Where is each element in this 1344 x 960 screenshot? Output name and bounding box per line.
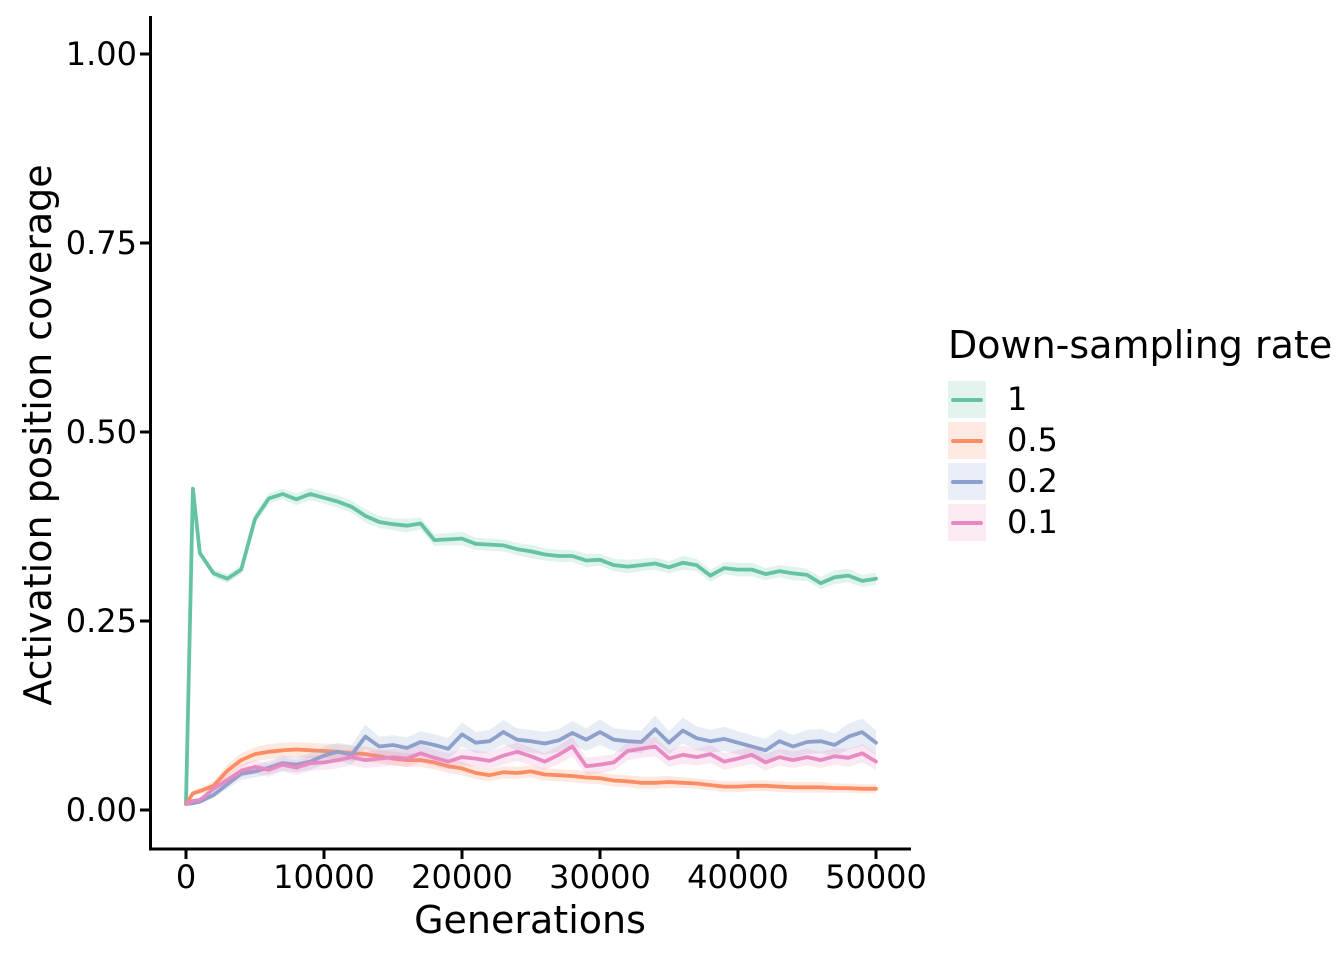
legend-key-swatch xyxy=(948,504,986,541)
legend-title: Down-sampling rate xyxy=(948,323,1333,367)
legend-key-line xyxy=(951,520,983,525)
legend-entry-label: 0.2 xyxy=(1007,462,1058,500)
y-tick-label: 0.50 xyxy=(65,413,137,451)
y-tick-label: 1.00 xyxy=(65,35,137,73)
x-tick-label: 30000 xyxy=(549,858,651,896)
legend-entry-label: 0.5 xyxy=(1007,421,1058,459)
series-line-1 xyxy=(184,486,878,805)
series-line-0.1 xyxy=(184,744,878,806)
legend-key-line xyxy=(951,479,983,484)
legend-key-swatch xyxy=(948,463,986,500)
y-tick-label: 0.75 xyxy=(65,224,137,262)
series-band-1 xyxy=(186,487,876,804)
x-tick-label: 0 xyxy=(175,858,197,896)
legend-entry-0.2: 0.2 xyxy=(948,463,1332,500)
legend-entries: 1 0.5 0.2 0.1 xyxy=(948,381,1332,541)
legend-entry-0.1: 0.1 xyxy=(948,504,1332,541)
y-tick-label: 0.25 xyxy=(65,602,137,640)
legend: Down-sampling rate 1 0.5 0.2 0.1 xyxy=(948,322,1332,541)
legend-entry-0.5: 0.5 xyxy=(948,422,1332,459)
legend-key-swatch xyxy=(948,381,986,418)
legend-key-line xyxy=(951,438,983,443)
legend-entry-label: 1 xyxy=(1007,380,1028,418)
series-line-0.5 xyxy=(184,747,878,806)
legend-entry-label: 0.1 xyxy=(1007,503,1058,541)
y-tick-label: 0.00 xyxy=(65,791,137,829)
legend-key-swatch xyxy=(948,422,986,459)
x-axis-title: Generations xyxy=(414,898,646,942)
series-line-0.2 xyxy=(184,727,878,806)
x-tick-label: 40000 xyxy=(687,858,789,896)
legend-key-line xyxy=(951,397,983,402)
legend-entry-1: 1 xyxy=(948,381,1332,418)
x-tick-label: 20000 xyxy=(411,858,513,896)
x-tick-label: 10000 xyxy=(273,858,375,896)
x-tick-label: 50000 xyxy=(825,858,927,896)
